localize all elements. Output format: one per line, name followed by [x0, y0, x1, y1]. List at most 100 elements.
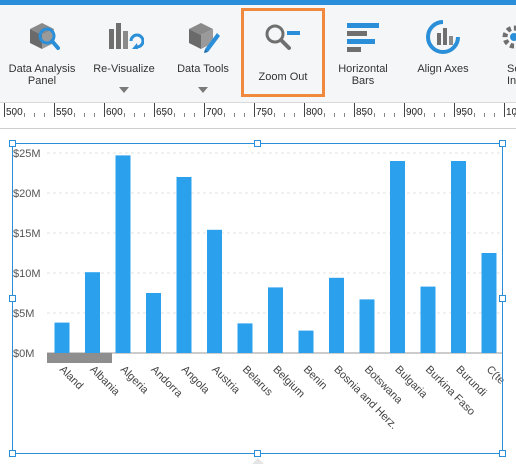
align-axes-label: Align Axes: [417, 63, 469, 75]
ruler-major-tick: [504, 103, 505, 117]
data-tools-button[interactable]: Data Tools: [164, 5, 242, 102]
ruler-major-tick: [404, 103, 405, 117]
resize-handle-top[interactable]: [254, 140, 261, 147]
ruler-major-tick: [254, 103, 255, 117]
set-interaction-button[interactable]: Se Inter: [485, 5, 516, 102]
ruler-minor-tick: [84, 113, 85, 117]
ruler-minor-tick: [474, 113, 475, 117]
resize-handle-bottom-left[interactable]: [9, 450, 16, 457]
set-interaction-label: Se Inter: [507, 63, 516, 87]
chart-selection-frame[interactable]: [12, 143, 503, 454]
ruler-minor-tick: [424, 113, 425, 117]
horizontal-ruler: 500 550 600 650 700 750 800 850 900 950 1000: [0, 103, 516, 129]
ruler-minor-tick: [24, 113, 25, 117]
ruler-minor-tick: [334, 113, 335, 117]
align-axes-icon: [423, 19, 463, 60]
ruler-minor-tick: [74, 113, 75, 117]
data-tools-icon: [183, 19, 223, 60]
y-tick-label: $10M: [13, 268, 41, 280]
ruler-major-tick: [454, 103, 455, 117]
chevron-down-icon[interactable]: [119, 87, 129, 93]
y-tick-label: $15M: [13, 228, 41, 240]
chart-bar[interactable]: [451, 161, 466, 353]
ruler-minor-tick: [274, 113, 275, 117]
ruler-minor-tick: [374, 113, 375, 117]
horizontal-bars-icon: [343, 19, 383, 60]
ruler-minor-tick: [414, 113, 415, 117]
chart-bar[interactable]: [237, 323, 253, 353]
zoom-out-button[interactable]: Zoom Out: [241, 8, 325, 97]
zoom-out-label: Zoom Out: [258, 71, 308, 83]
resize-handle-bottom[interactable]: [254, 450, 261, 457]
chart-bar[interactable]: [176, 177, 192, 353]
resize-handle-left[interactable]: [9, 295, 16, 302]
chart-bar[interactable]: [298, 330, 314, 353]
ruler-major-tick: [354, 103, 355, 117]
ruler-major-tick: [104, 103, 105, 117]
ruler-label: 900: [404, 107, 423, 118]
data-analysis-panel-button[interactable]: Data Analysis Panel: [0, 5, 84, 102]
resize-handle-top-left[interactable]: [9, 140, 16, 147]
resize-handle-bottom-right[interactable]: [499, 450, 506, 457]
chart-scrollbar-thumb[interactable]: [47, 353, 112, 363]
chart-bar[interactable]: [268, 287, 283, 353]
chart-bar[interactable]: [420, 286, 436, 353]
horizontal-bars-button[interactable]: Horizontal Bars: [325, 5, 401, 102]
chart-bar[interactable]: [359, 299, 375, 353]
resize-handle-right[interactable]: [499, 295, 506, 302]
chart-bar[interactable]: [85, 272, 100, 353]
chart-bar[interactable]: [481, 253, 497, 353]
re-visualize-icon: [104, 19, 145, 60]
ribbon-toolbar: Data Analysis Panel Re-Visualize Da: [0, 5, 516, 103]
ruler-minor-tick: [484, 113, 485, 117]
chart-bar[interactable]: [54, 322, 70, 353]
ruler-minor-tick: [264, 113, 265, 117]
ruler-minor-tick: [244, 113, 245, 117]
ruler-label: 800: [304, 107, 323, 118]
ruler-minor-tick: [44, 113, 45, 117]
chart-bar[interactable]: [329, 277, 344, 353]
ruler-major-tick: [54, 103, 55, 117]
ruler-minor-tick: [214, 113, 215, 117]
chart-bar[interactable]: [115, 155, 131, 353]
ruler-minor-tick: [224, 113, 225, 117]
chart-bar[interactable]: [390, 161, 405, 353]
expand-panel-icon[interactable]: [252, 458, 264, 464]
data-analysis-icon: [22, 19, 62, 60]
ruler-minor-tick: [384, 113, 385, 117]
ruler-label: 650: [154, 107, 173, 118]
ruler-minor-tick: [34, 113, 35, 117]
y-axis-labels: $0M $5M $10M $15M $20M $25M: [13, 148, 41, 360]
resize-handle-top-right[interactable]: [499, 140, 506, 147]
ruler-minor-tick: [284, 113, 285, 117]
chart-bars: [54, 155, 497, 353]
ruler-minor-tick: [174, 113, 175, 117]
ruler-minor-tick: [294, 113, 295, 117]
top-accent-strip: [0, 0, 516, 5]
data-analysis-panel-label: Data Analysis Panel: [8, 63, 76, 87]
ruler-minor-tick: [494, 113, 495, 117]
ruler-minor-tick: [344, 113, 345, 117]
ruler-label: 850: [354, 107, 373, 118]
chart-bar[interactable]: [207, 229, 222, 353]
ruler-minor-tick: [434, 113, 435, 117]
ruler-minor-tick: [464, 113, 465, 117]
ruler-minor-tick: [14, 113, 15, 117]
data-tools-label: Data Tools: [177, 63, 229, 75]
ruler-minor-tick: [194, 113, 195, 117]
gear-icon: [494, 19, 516, 60]
ruler-label: 1000: [506, 107, 516, 118]
ruler-label: 500: [4, 107, 23, 118]
chevron-down-icon[interactable]: [198, 87, 208, 93]
y-tick-label: $5M: [13, 308, 34, 320]
align-axes-button[interactable]: Align Axes: [401, 5, 485, 102]
ruler-major-tick: [304, 103, 305, 117]
ruler-minor-tick: [164, 113, 165, 117]
ruler-minor-tick: [324, 113, 325, 117]
ruler-label: 600: [104, 107, 123, 118]
re-visualize-button[interactable]: Re-Visualize: [84, 5, 164, 102]
ruler-major-tick: [204, 103, 205, 117]
ruler-minor-tick: [64, 113, 65, 117]
chart-bar[interactable]: [146, 293, 161, 353]
